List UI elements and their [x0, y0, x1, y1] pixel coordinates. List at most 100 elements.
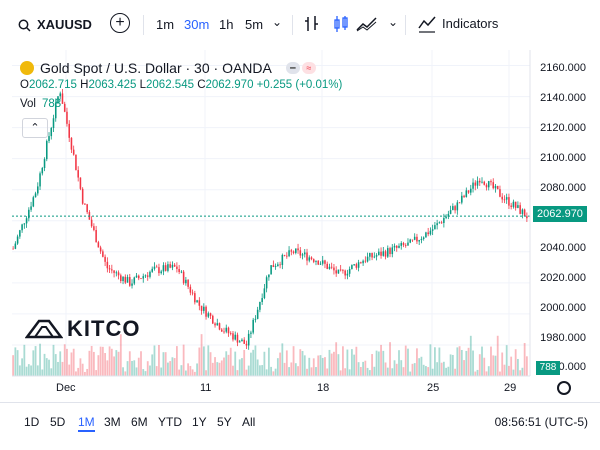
- candle-body: [144, 275, 147, 277]
- candle-body: [21, 224, 23, 231]
- volume-bar: [205, 370, 207, 376]
- volume-bar: [481, 346, 483, 376]
- volume-bar: [472, 350, 474, 376]
- candle-body: [176, 266, 178, 269]
- candle-body: [481, 181, 483, 183]
- volume-bar: [445, 367, 448, 376]
- volume-bar: [234, 351, 237, 376]
- compare-symbol-button[interactable]: +: [110, 13, 130, 33]
- time-tick: 25: [427, 382, 440, 394]
- volume-bar: [501, 352, 504, 376]
- volume-bar: [189, 365, 192, 376]
- volume-bar: [72, 348, 75, 376]
- candle-body: [256, 309, 259, 319]
- top-toolbar: XAUUSD + 1m 30m 1h 5m ⌄ ⌄ Indicators: [0, 0, 600, 50]
- range-ytd[interactable]: YTD: [158, 415, 182, 429]
- candle-body: [478, 180, 481, 183]
- volume-bar: [510, 356, 513, 376]
- candle-body: [133, 277, 136, 284]
- timeframe-5m[interactable]: 5m: [245, 17, 264, 32]
- candle-body: [200, 305, 203, 311]
- candle-body: [149, 271, 151, 277]
- volume-bar: [404, 345, 407, 376]
- volume-bar: [198, 347, 201, 376]
- volume-bar: [292, 346, 295, 376]
- candle-body: [259, 302, 261, 310]
- candle-body: [84, 203, 86, 205]
- range-1d[interactable]: 1D: [24, 415, 40, 429]
- candle-body: [187, 279, 189, 287]
- volume-bar: [245, 369, 248, 376]
- compare-icon[interactable]: [356, 16, 378, 36]
- volume-bar: [122, 367, 124, 376]
- candle-body: [375, 255, 378, 257]
- volume-bar: [169, 361, 172, 376]
- indicators-button[interactable]: Indicators: [418, 15, 498, 33]
- candle-body: [310, 257, 313, 260]
- bottom-toolbar: 1D 5D 1M 3M 6M YTD 1Y 5Y All 08:56:51 (U…: [0, 402, 600, 444]
- candle-body: [409, 239, 412, 243]
- volume-bar: [178, 369, 181, 376]
- range-all[interactable]: All: [242, 415, 256, 429]
- candle-body: [54, 102, 57, 119]
- high-value: 2063.425: [88, 79, 137, 91]
- candle-body: [364, 260, 367, 262]
- collapse-legend-button[interactable]: ⌃: [22, 118, 48, 138]
- volume-bar: [142, 369, 145, 376]
- candle-body: [485, 184, 488, 188]
- volume-bar: [371, 354, 373, 376]
- range-6m[interactable]: 6M: [131, 415, 148, 429]
- volume-bar: [377, 351, 380, 376]
- candle-body: [191, 292, 194, 294]
- volume-bar: [247, 365, 250, 376]
- candle-body: [122, 276, 124, 281]
- volume-bar: [180, 365, 183, 376]
- candle-body: [162, 265, 165, 272]
- range-1y[interactable]: 1Y: [192, 415, 207, 429]
- chevron-down-icon[interactable]: ⌄: [388, 15, 399, 29]
- volume-bar: [259, 365, 261, 376]
- bar-style-icon[interactable]: [304, 15, 320, 37]
- candle-body: [16, 236, 19, 244]
- candle-body: [445, 216, 447, 219]
- volume-bar: [153, 345, 156, 376]
- price-tick: 2040.000: [540, 242, 586, 254]
- candle-body: [487, 181, 490, 188]
- timeframe-1m[interactable]: 1m: [156, 17, 175, 32]
- price-tick: 2080.000: [540, 182, 586, 194]
- volume-bar: [440, 362, 443, 376]
- volume-bar: [66, 348, 68, 376]
- candle-body: [140, 278, 142, 280]
- volume-bar: [232, 365, 234, 376]
- volume-bar: [227, 354, 230, 376]
- candle-body: [234, 334, 237, 340]
- volume-bar: [106, 360, 109, 376]
- clock-timezone[interactable]: 08:56:51 (UTC-5): [494, 415, 588, 429]
- volume-bar: [117, 351, 120, 376]
- candle-body: [63, 103, 66, 112]
- symbol-search[interactable]: XAUUSD: [18, 17, 92, 33]
- timeframe-30m[interactable]: 30m: [184, 17, 210, 32]
- market-status-pill[interactable]: ━ ≈: [285, 62, 316, 74]
- candle-body: [333, 267, 335, 271]
- price-tick: 2140.000: [540, 92, 586, 104]
- volume-bar: [225, 351, 228, 376]
- chevron-down-icon[interactable]: ⌄: [272, 15, 283, 29]
- timeframe-1h[interactable]: 1h: [219, 17, 234, 32]
- candle-body: [252, 319, 254, 333]
- range-5d[interactable]: 5D: [50, 415, 66, 429]
- volume-bar: [261, 365, 264, 376]
- price-chart[interactable]: [0, 50, 600, 450]
- indicators-label: Indicators: [442, 16, 499, 31]
- range-1m[interactable]: 1M: [78, 415, 95, 432]
- candle-body: [126, 277, 129, 283]
- volume-bar: [200, 334, 203, 376]
- candle-style-icon[interactable]: [333, 15, 349, 37]
- gear-icon[interactable]: [557, 381, 571, 395]
- candle-body: [326, 263, 328, 269]
- volume-bar: [447, 366, 450, 376]
- candle-body: [463, 195, 465, 197]
- range-5y[interactable]: 5Y: [217, 415, 232, 429]
- range-3m[interactable]: 3M: [104, 415, 121, 429]
- volume-value: 788: [42, 98, 62, 110]
